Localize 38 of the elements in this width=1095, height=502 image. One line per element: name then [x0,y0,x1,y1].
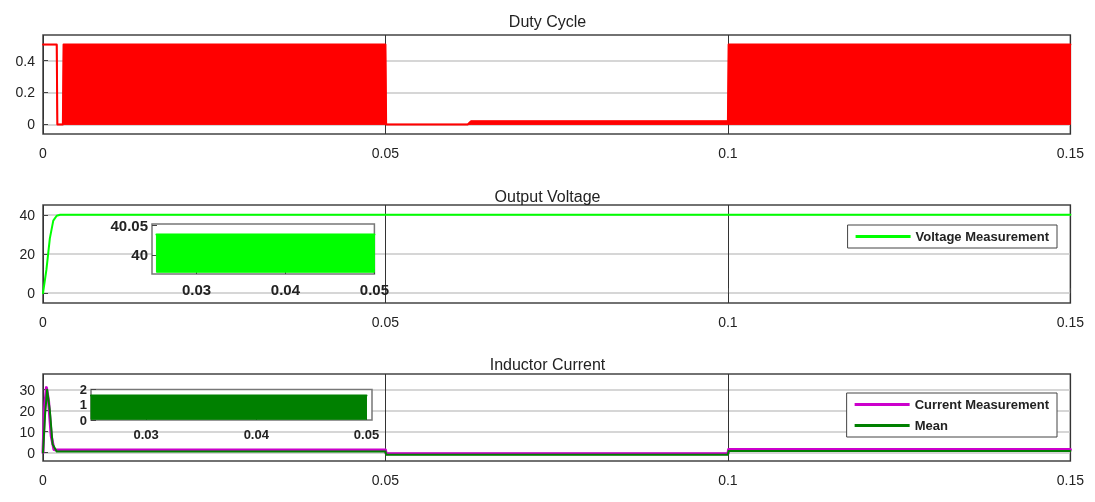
chart-title: Duty Cycle [508,12,587,30]
y-tick-label: 1 [79,397,87,413]
y-tick-label: 40 [19,206,36,223]
x-tick-label: 0 [39,314,48,330]
y-tick-label: 10 [19,423,36,440]
chart-title: Inductor Current [489,355,606,373]
x-tick-label: 0 [39,472,48,488]
y-tick-label: 0 [79,412,87,428]
x-tick-label: 0.05 [371,472,400,488]
y-tick-label: 0.4 [15,52,36,69]
x-tick-label: 0.05 [353,427,380,442]
y-tick-label: 40.05 [110,217,148,235]
x-tick-label: 0.15 [1056,314,1085,330]
y-tick-label: 2 [79,382,87,397]
y-tick-label: 20 [19,402,36,419]
x-tick-label: 0.05 [371,314,400,330]
y-tick-label: 0 [27,116,36,133]
legend-label: Voltage Measurement [915,229,1050,244]
legend-label: Current Measurement [914,397,1050,412]
x-tick-label: 0.15 [1056,145,1085,161]
chart-title: Output Voltage [494,187,601,205]
line-series [42,213,1072,295]
x-tick-label: 0.04 [243,427,270,442]
y-tick-label: 0 [27,444,36,461]
x-tick-label: 0.15 [1056,472,1085,488]
x-tick-label: 0.04 [270,281,301,298]
y-tick-label: 40 [131,246,148,264]
legend-label: Mean [914,418,948,433]
y-tick-label: 20 [19,246,36,262]
x-tick-label: 0.05 [371,145,400,161]
x-tick-label: 0 [39,145,48,161]
y-tick-label: 0.2 [15,84,36,101]
x-tick-label: 0.1 [718,472,738,488]
x-tick-label: 0.1 [718,145,738,161]
x-tick-label: 0.03 [133,427,159,442]
x-tick-label: 0.1 [718,314,738,330]
y-tick-label: 30 [19,381,36,398]
x-tick-label: 0.03 [181,281,212,298]
